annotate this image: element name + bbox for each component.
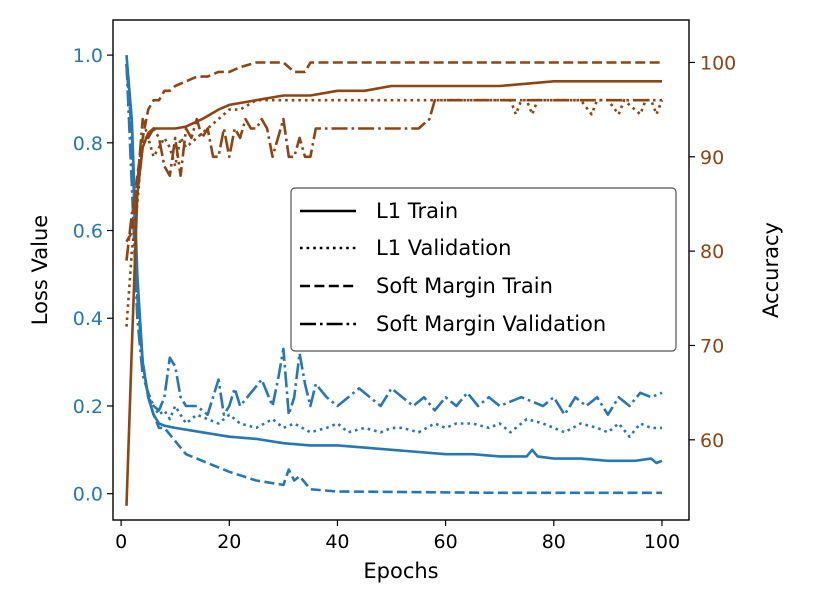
legend: L1 Train L1 Validation Soft Margin Train… [290, 187, 677, 352]
y-right-tick-label: 60 [700, 430, 724, 452]
legend-label-l1-train: L1 Train [376, 199, 458, 223]
series-line-l1-validation-accuracy [125, 98, 664, 327]
plot-frame [112, 19, 690, 521]
x-tick-label: 100 [644, 531, 680, 553]
y-left-tick-label: 0.8 [73, 133, 103, 155]
x-tick-label: 40 [325, 531, 349, 553]
y-left-tick-label: 0.6 [73, 221, 103, 243]
y-axis-label-right: Accuracy [759, 222, 783, 318]
series-line-soft-margin-validation-accuracy [125, 98, 662, 261]
legend-label-soft-margin-train: Soft Margin Train [376, 274, 553, 298]
x-tick-label: 60 [434, 531, 458, 553]
y-left-tick-label: 0.0 [73, 484, 103, 506]
y-axis-label-left: Loss Value [28, 215, 52, 325]
y-right-tick-label: 90 [700, 147, 724, 169]
legend-label-soft-margin-validation: Soft Margin Validation [376, 312, 606, 336]
y-left-tick-label: 1.0 [73, 45, 103, 67]
series-line-l1-validation-loss [125, 63, 662, 438]
y-right-tick-label: 70 [700, 335, 724, 357]
series-line-soft-margin-validation-loss [125, 63, 663, 416]
y-left-tick-label: 0.2 [73, 396, 103, 418]
x-tick-label: 0 [115, 531, 127, 553]
legend-label-l1-validation: L1 Validation [376, 236, 511, 260]
legend-box [290, 187, 677, 352]
y-right-tick-label: 100 [700, 52, 736, 74]
series-line-soft-margin-train-loss [125, 63, 662, 495]
y-right-tick-label: 80 [700, 241, 724, 263]
y-left-tick-label: 0.4 [73, 308, 103, 330]
x-tick-label: 80 [542, 531, 566, 553]
series-line-soft-margin-train-accuracy [125, 61, 662, 243]
series-layer [125, 54, 664, 506]
x-axis-label: Epochs [363, 559, 438, 583]
ticks-layer: 0 20 40 60 80 100 0.0 0.2 0.4 0.6 0.8 1.0 60 70 80 90 10… [73, 45, 736, 553]
x-tick-label: 20 [217, 531, 241, 553]
